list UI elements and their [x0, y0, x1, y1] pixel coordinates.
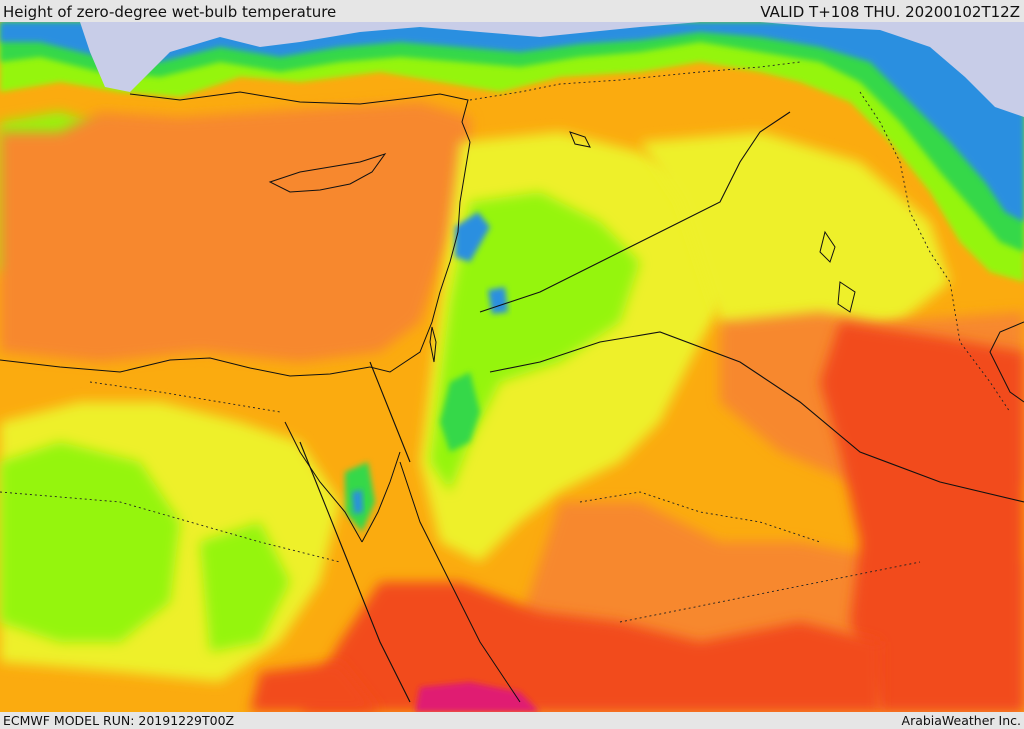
- coast-red-sea-east: [399, 461, 521, 703]
- coast-egypt-north: [0, 357, 371, 377]
- model-run: ECMWF MODEL RUN: 20191229T00Z: [3, 713, 235, 728]
- coast-turkey-south: [129, 91, 471, 143]
- country-borders: [0, 61, 1011, 623]
- field-sw-red: [250, 662, 380, 712]
- field-med-orange: [0, 102, 470, 362]
- field-layer: [0, 22, 1024, 712]
- credit-text: ArabiaWeather Inc.: [901, 713, 1021, 728]
- field-egypt-green2: [200, 522, 290, 652]
- field-sinai-blue: [352, 490, 363, 514]
- field-levant-dark: [440, 372, 480, 452]
- field-egypt-green: [0, 442, 180, 642]
- coast-persian-gulf: [989, 321, 1024, 403]
- field-levant-green: [430, 192, 640, 492]
- field-gulf-red: [820, 322, 1024, 712]
- dead-sea: [429, 326, 437, 363]
- border-syria-turkey: [469, 61, 801, 101]
- coast-levant: [369, 141, 471, 373]
- lakes-islands: [268, 131, 856, 363]
- cyprus-island: [268, 153, 387, 193]
- border-syria-iraq: [479, 111, 791, 313]
- field-north-snow: [80, 22, 1024, 117]
- coastlines: [0, 91, 1024, 703]
- map-title: Height of zero-degree wet-bulb temperatu…: [3, 3, 337, 21]
- coast-gulf-suez: [284, 421, 363, 543]
- border-yemen: [619, 561, 921, 623]
- lake-razzaza: [837, 281, 856, 313]
- footer-bar: ECMWF MODEL RUN: 20191229T00Z ArabiaWeat…: [0, 712, 1024, 729]
- border-iraq-iran: [859, 91, 1011, 413]
- field-lebanon-blue: [455, 212, 490, 262]
- coast-gulf-aqaba: [361, 451, 401, 543]
- field-iraq-yellow: [640, 132, 950, 352]
- border-red-sea-west: [299, 441, 411, 703]
- header-bar: Height of zero-degree wet-bulb temperatu…: [0, 0, 1024, 22]
- valid-time: VALID T+108 THU. 20200102T12Z: [760, 3, 1020, 21]
- lake-assad: [569, 131, 591, 148]
- border-egypt-israel: [369, 361, 411, 463]
- forecast-map[interactable]: [0, 22, 1024, 712]
- border-jordan-saudi: [489, 331, 1024, 503]
- field-south-magenta: [415, 682, 540, 712]
- border-egypt-libya: [89, 381, 281, 413]
- major-borders: [299, 111, 1024, 703]
- border-saudi-internal: [579, 491, 821, 543]
- lake-tharthar: [819, 230, 836, 263]
- border-sudan: [0, 491, 341, 563]
- field-red-sea-red: [300, 582, 880, 712]
